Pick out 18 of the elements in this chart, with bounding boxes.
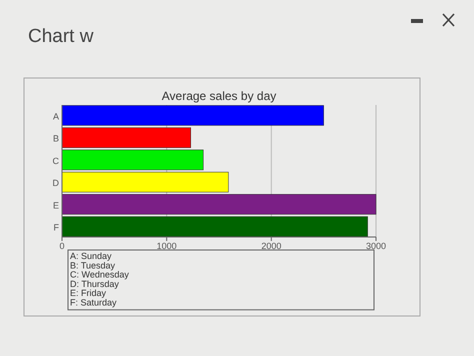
y-tick-label: D (52, 178, 60, 188)
y-tick-label: E (52, 200, 59, 210)
text: Chart w (28, 26, 94, 47)
x-tick-label: 0 (59, 241, 65, 251)
text: A: Sunday (70, 251, 112, 261)
x-tick-label: 1000 (156, 241, 177, 251)
text: B: Tuesday (70, 260, 116, 270)
y-tick-label: A (52, 111, 59, 122)
chart-title: Average sales by day (162, 89, 276, 103)
x-tick-label: 2000 (261, 241, 282, 251)
y-tick-label: B (52, 134, 59, 144)
x-tick-label: 3000 (366, 241, 386, 251)
text: E: Friday (70, 288, 107, 298)
text: F: Saturday (70, 298, 118, 308)
y-tick-label: F (54, 222, 60, 233)
text: D: Thursday (70, 278, 120, 289)
y-tick-label: C (52, 156, 60, 166)
text: C: Wednesday (70, 270, 130, 280)
